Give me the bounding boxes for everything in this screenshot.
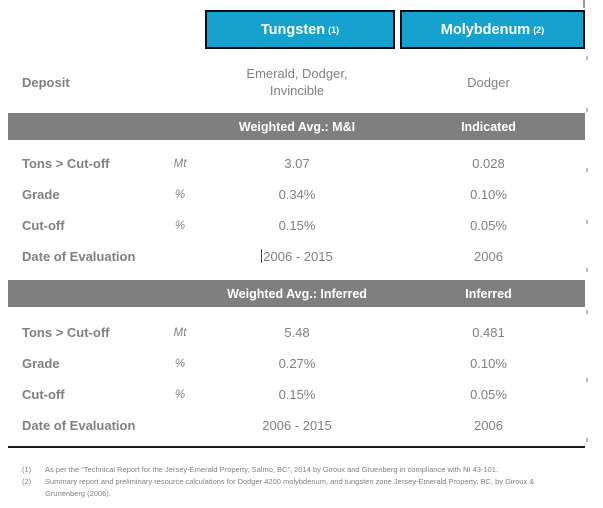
footnote-2: (2) Summary report and preliminary resou… [22,476,603,500]
molybdenum-value: 0.05% [470,218,507,233]
footnote-2-text: Summary report and preliminary resource … [45,477,535,498]
row-unit: % [174,388,186,401]
row-unit: Mt [173,157,187,170]
molybdenum-footnote-ref: (2) [533,24,545,35]
tungsten-footnote-ref: (1) [328,24,340,35]
row-unit: % [174,188,186,201]
section2-molybdenum-header: Inferred [465,286,512,301]
molybdenum-value: 0.481 [472,325,505,340]
tungsten-value: 2006 - 2015 [262,418,332,433]
row-unit: % [174,357,186,370]
table-row: Tons > Cut-off Mt 5.48 0.481 [8,317,585,348]
deposit-row: Deposit Emerald, Dodger, Invincible Dodg… [8,0,585,108]
tungsten-header-label: Tungsten [260,21,326,38]
edge-artifact [586,438,588,442]
deposit-molybdenum-value: Dodger [467,74,510,90]
text-caret [261,249,263,263]
row-label: Cut-off [22,218,65,233]
footnote-1-marker: (1) [22,465,32,474]
deposit-tungsten-value: Emerald, Dodger, Invincible [246,66,348,98]
tungsten-date-cell[interactable]: 2006 - 2015 [202,249,392,264]
section-header-bar-mi: Weighted Avg.: M&I Indicated [8,113,585,140]
footnote-2-marker: (2) [22,477,32,486]
molybdenum-header-label: Molybdenum [440,21,531,38]
row-unit: % [174,219,186,232]
tungsten-value: 0.15% [278,218,316,233]
section2-rows: Tons > Cut-off Mt 5.48 0.481 Grade % 0.2… [0,307,603,441]
footnote-1-text: As per the “Technical Report for the Jer… [45,465,498,474]
footnote-1: (1) As per the “Technical Report for the… [22,464,603,476]
molybdenum-value: 0.10% [470,187,507,202]
table-row: Cut-off % 0.15% 0.05% [8,379,585,410]
bottom-divider-line [8,446,585,448]
row-unit: Mt [173,326,187,339]
molybdenum-value: 0.05% [470,387,507,402]
edge-artifact [586,220,588,224]
section-header-bar-inferred: Weighted Avg.: Inferred Inferred [8,280,585,307]
edge-artifact [586,168,588,172]
edge-artifact [586,56,588,60]
edge-artifact [586,268,588,272]
row-label: Cut-off [22,387,65,402]
table-row: Cut-off % 0.15% 0.05% [8,210,585,241]
section1-tungsten-header: Weighted Avg.: M&I [238,119,356,134]
molybdenum-column-header: Molybdenum (2) [400,10,585,49]
table-row: Date of Evaluation 2006 - 2015 2006 [8,241,585,272]
edge-artifact [586,108,588,112]
molybdenum-value: 0.10% [470,356,507,371]
molybdenum-value: 2006 [474,249,503,264]
table-row: Grade % 0.27% 0.10% [8,348,585,379]
row-label: Date of Evaluation [22,249,136,264]
tungsten-value: 0.15% [278,387,316,402]
row-label: Tons > Cut-off [22,325,110,340]
edge-artifact [583,0,585,8]
tungsten-value: 5.48 [284,325,310,340]
tungsten-value: 0.27% [278,356,316,371]
edge-artifact [586,378,588,382]
molybdenum-value: 0.028 [472,156,505,171]
molybdenum-value: 2006 [474,418,503,433]
deposit-row-label: Deposit [22,74,70,90]
row-label: Grade [22,356,60,371]
section2-tungsten-header: Weighted Avg.: Inferred [227,286,367,301]
row-label: Date of Evaluation [22,418,136,433]
tungsten-value: 2006 - 2015 [263,249,333,264]
row-label: Tons > Cut-off [22,156,110,171]
table-row: Grade % 0.34% 0.10% [8,179,585,210]
section1-molybdenum-header: Indicated [461,119,516,134]
tungsten-value: 0.34% [278,187,316,202]
tungsten-value: 3.07 [284,156,310,171]
table-row: Date of Evaluation 2006 - 2015 2006 [8,410,585,441]
footnotes: (1) As per the “Technical Report for the… [0,464,603,500]
table-row: Tons > Cut-off Mt 3.07 0.028 [8,148,585,179]
tungsten-column-header: Tungsten (1) [205,10,395,49]
edge-artifact [586,310,588,314]
row-label: Grade [22,187,60,202]
section1-rows: Tons > Cut-off Mt 3.07 0.028 Grade % 0.3… [0,140,603,272]
